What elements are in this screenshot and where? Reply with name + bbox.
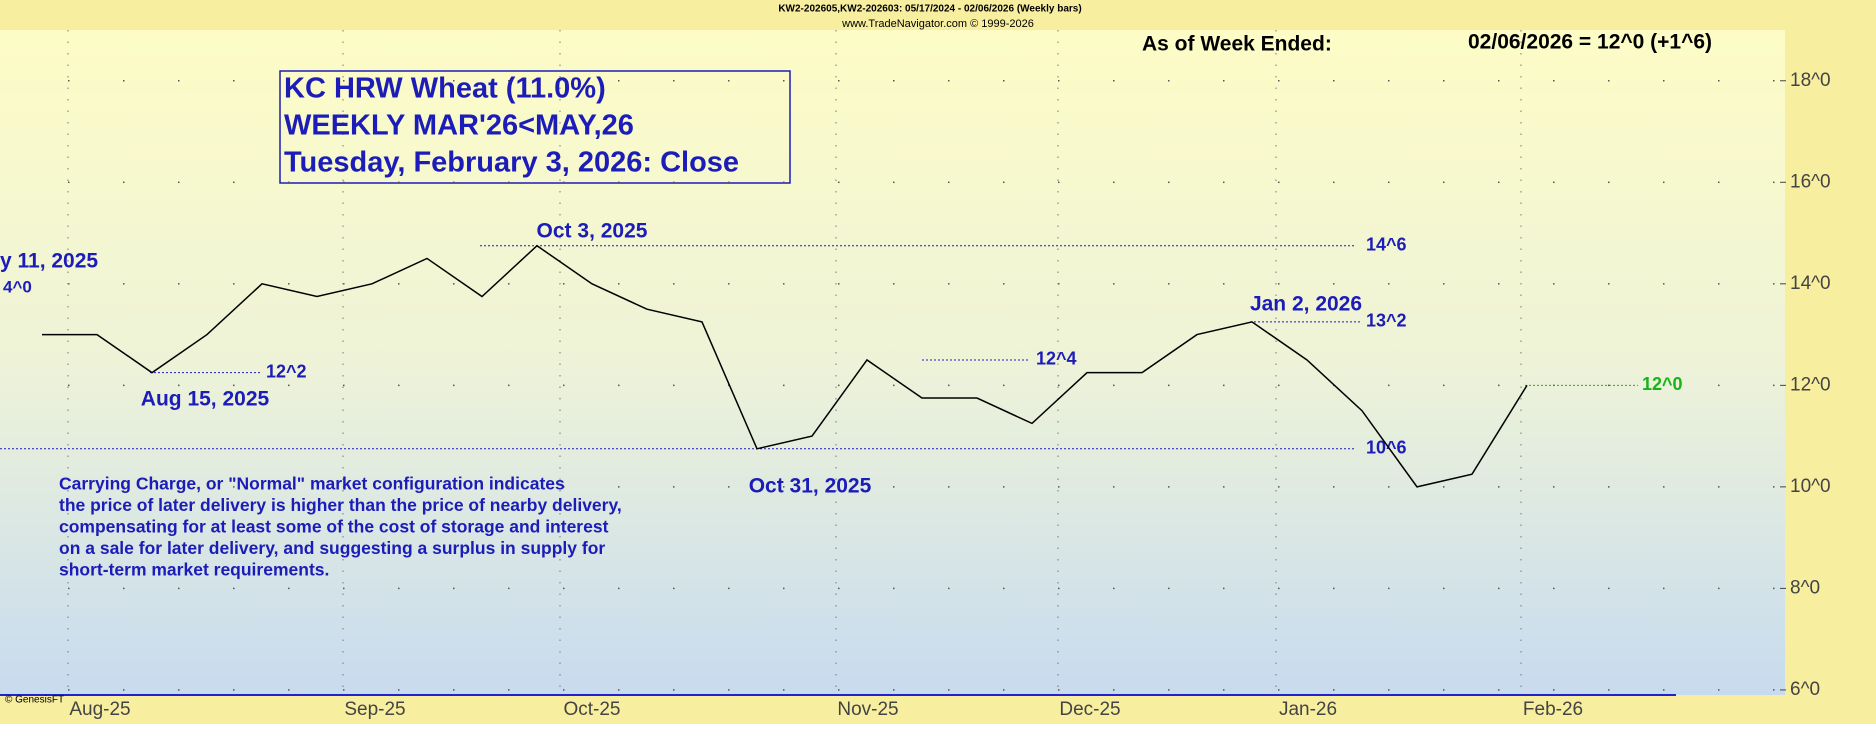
y-tick-label: 14^0 bbox=[1790, 273, 1831, 294]
title-line: WEEKLY MAR'26<MAY,26 bbox=[284, 110, 634, 142]
y-tick-label: 12^0 bbox=[1790, 374, 1831, 395]
y-tick-label: 6^0 bbox=[1790, 679, 1820, 700]
plot-area bbox=[0, 30, 1785, 695]
clipped-label: y 11, 2025 bbox=[0, 250, 98, 273]
level-label: 12^0 bbox=[1642, 374, 1683, 394]
level-label: 12^2 bbox=[266, 361, 307, 381]
as-of-label: As of Week Ended: bbox=[1142, 33, 1332, 56]
note-line: short-term market requirements. bbox=[59, 560, 329, 580]
as-of-value: 02/06/2026 = 12^0 (+1^6) bbox=[1468, 31, 1712, 54]
level-label: 10^6 bbox=[1366, 438, 1407, 458]
x-tick-label: Aug-25 bbox=[69, 699, 130, 720]
clipped-label: 4^0 bbox=[3, 277, 32, 296]
note-line: compensating for at least some of the co… bbox=[59, 517, 609, 537]
y-tick-label: 18^0 bbox=[1790, 70, 1831, 91]
date-label: Jan 2, 2026 bbox=[1250, 293, 1362, 316]
date-label: Aug 15, 2025 bbox=[141, 388, 270, 411]
y-tick-label: 8^0 bbox=[1790, 577, 1820, 598]
level-label: 13^2 bbox=[1366, 311, 1407, 331]
note-line: on a sale for later delivery, and sugges… bbox=[59, 538, 605, 558]
x-tick-label: Nov-25 bbox=[837, 699, 898, 720]
price-line bbox=[42, 244, 1528, 488]
date-label: Oct 3, 2025 bbox=[537, 220, 648, 243]
credit: © GenesisFT bbox=[5, 695, 64, 706]
date-label: Oct 31, 2025 bbox=[749, 475, 872, 498]
x-tick-label: Feb-26 bbox=[1523, 699, 1583, 720]
y-tick-label: 16^0 bbox=[1790, 171, 1831, 192]
source: www.TradeNavigator.com © 1999-2026 bbox=[841, 18, 1034, 30]
y-tick-label: 10^0 bbox=[1790, 476, 1831, 497]
x-tick-label: Jan-26 bbox=[1279, 699, 1337, 720]
x-tick-label: Sep-25 bbox=[344, 699, 405, 720]
note-line: Carrying Charge, or "Normal" market conf… bbox=[59, 474, 565, 494]
header: KW2-202605,KW2-202603: 05/17/2024 - 02/0… bbox=[778, 4, 1081, 15]
level-label: 12^4 bbox=[1036, 349, 1077, 369]
title-line: Tuesday, February 3, 2026: Close bbox=[284, 147, 739, 179]
x-tick-label: Oct-25 bbox=[563, 699, 620, 720]
title-line: KC HRW Wheat (11.0%) bbox=[284, 73, 606, 105]
level-label: 14^6 bbox=[1366, 234, 1407, 254]
x-tick-label: Dec-25 bbox=[1059, 699, 1120, 720]
title-box bbox=[279, 70, 791, 184]
note-line: the price of later delivery is higher th… bbox=[59, 495, 622, 515]
